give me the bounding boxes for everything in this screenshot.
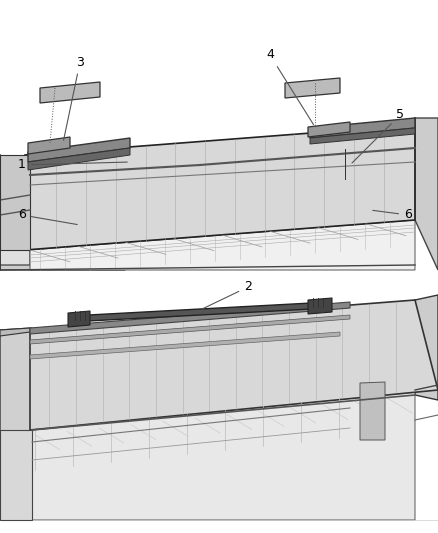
Polygon shape: [310, 128, 415, 144]
Polygon shape: [30, 302, 350, 334]
Polygon shape: [30, 332, 340, 359]
Polygon shape: [30, 220, 415, 270]
Polygon shape: [68, 311, 90, 327]
Polygon shape: [28, 138, 130, 162]
Text: 2: 2: [202, 280, 252, 309]
Polygon shape: [0, 155, 30, 250]
Text: 6: 6: [373, 208, 412, 222]
Text: 5: 5: [352, 109, 404, 163]
Text: 3: 3: [64, 55, 84, 140]
Polygon shape: [308, 122, 350, 137]
Text: 4: 4: [266, 49, 314, 125]
Polygon shape: [25, 125, 415, 250]
Polygon shape: [70, 302, 330, 322]
Polygon shape: [28, 148, 130, 170]
Polygon shape: [415, 118, 438, 270]
Polygon shape: [360, 382, 385, 440]
Polygon shape: [0, 328, 32, 437]
Polygon shape: [32, 390, 415, 520]
Polygon shape: [0, 430, 32, 520]
Polygon shape: [0, 328, 30, 336]
Polygon shape: [310, 118, 415, 138]
Polygon shape: [415, 295, 438, 400]
Polygon shape: [308, 298, 332, 314]
Polygon shape: [40, 82, 100, 103]
Polygon shape: [28, 137, 70, 154]
Polygon shape: [0, 230, 125, 270]
Polygon shape: [30, 300, 438, 430]
Polygon shape: [285, 78, 340, 98]
Text: 6: 6: [18, 208, 77, 224]
Polygon shape: [30, 315, 350, 344]
Text: 1: 1: [18, 158, 127, 172]
Polygon shape: [0, 155, 30, 265]
